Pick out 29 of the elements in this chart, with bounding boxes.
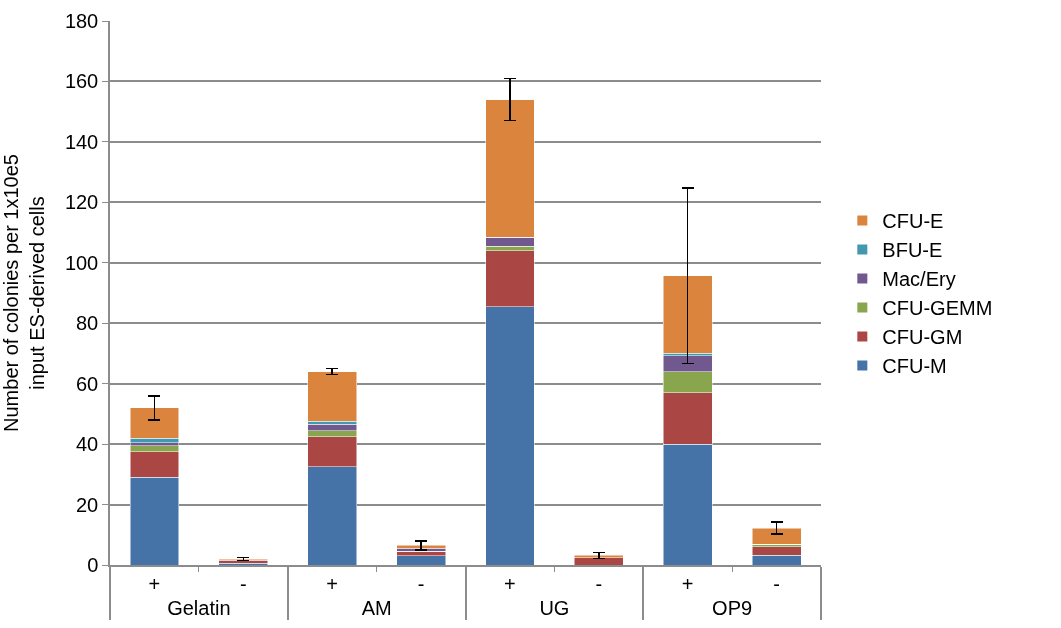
- y-tick-label: 80: [76, 312, 99, 335]
- legend-label: BFU-E: [882, 239, 943, 262]
- legend-label: CFU-E: [882, 210, 944, 233]
- text: AM: [361, 596, 392, 619]
- text: OP9: [712, 596, 753, 619]
- y-tick-label: 140: [64, 130, 99, 153]
- text: Gelatin: [167, 596, 231, 619]
- legend-label: CFU-GM: [882, 326, 963, 349]
- y-tick-label: 120: [64, 191, 99, 214]
- y-tick-label: 20: [76, 493, 99, 516]
- y-tick-label: 160: [64, 70, 99, 93]
- y-tick-label: 40: [76, 433, 99, 456]
- x-tick-label: +: [504, 572, 516, 595]
- x-tick-label: -: [239, 572, 247, 595]
- text: UG: [539, 596, 570, 619]
- x-tick-label: +: [681, 572, 694, 595]
- legend-label: CFU-GEMM: [882, 297, 993, 320]
- x-tick-label: +: [326, 572, 339, 595]
- legend-label: Mac/Ery: [882, 268, 956, 291]
- y-tick-label: 60: [76, 372, 99, 395]
- y-tick-label: 0: [87, 554, 99, 576]
- x-tick-label: -: [595, 572, 603, 595]
- y-axis-title: Number of colonies per 1x10e5 input ES-derived cells: [0, 154, 48, 432]
- y-tick-label: 100: [64, 251, 99, 274]
- x-tick-label: +: [148, 572, 161, 595]
- x-tick-label: -: [773, 572, 780, 595]
- legend-label: CFU-M: [882, 355, 947, 378]
- x-tick-label: -: [417, 572, 425, 595]
- y-tick-label: 180: [64, 10, 99, 32]
